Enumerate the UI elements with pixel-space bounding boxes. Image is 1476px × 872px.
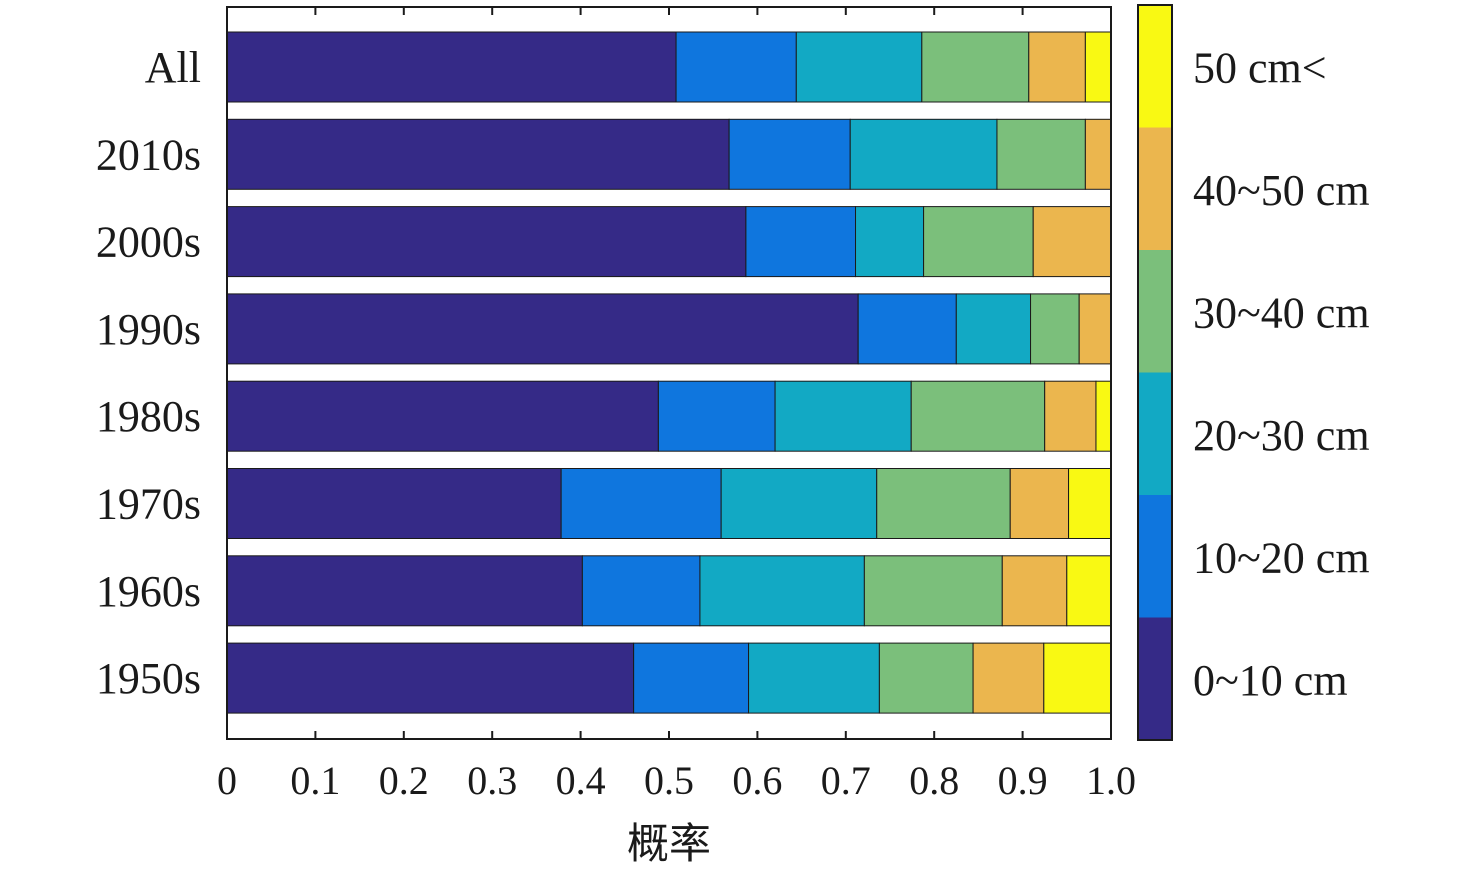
plot-background xyxy=(227,7,1111,739)
bar-segment-1990s-5 xyxy=(1078,293,1112,365)
bar-segment-1990s-2 xyxy=(857,293,957,365)
bar-segment-all-5 xyxy=(1028,31,1086,103)
bar-segment-2010s-3 xyxy=(849,118,998,190)
bar-segment-1980s-3 xyxy=(774,380,912,452)
bar-segment-1960s-3 xyxy=(699,555,865,627)
bar-segment-all-3 xyxy=(795,31,923,103)
x-tick-label: 0.2 xyxy=(379,758,429,803)
bar-segment-1970s-4 xyxy=(876,468,1011,539)
x-tick-label: 1.0 xyxy=(1086,758,1136,803)
bar-segment-1980s-2 xyxy=(657,380,776,452)
bar-segment-2000s-5 xyxy=(1032,206,1112,278)
bar-segment-1980s-5 xyxy=(1044,380,1097,452)
bar-segment-1970s-1 xyxy=(226,468,562,539)
bar-segment-1980s-4 xyxy=(910,380,1046,452)
legend-label-3: 20~30 cm xyxy=(1193,411,1370,460)
x-tick-label: 0.7 xyxy=(821,758,871,803)
category-label-all: All xyxy=(145,43,201,92)
bar-segment-1990s-1 xyxy=(226,293,859,365)
bar-segment-1970s-3 xyxy=(720,468,878,539)
category-label-1970s: 1970s xyxy=(96,480,201,529)
bar-segment-2000s-2 xyxy=(745,206,857,278)
bar-segment-1960s-4 xyxy=(863,555,1003,627)
category-label-2010s: 2010s xyxy=(96,130,201,179)
colorbar-swatch-2 xyxy=(1138,495,1172,618)
category-label-1960s: 1960s xyxy=(96,567,201,616)
bar-segment-all-6 xyxy=(1084,31,1112,103)
bars-group xyxy=(226,31,1112,714)
bar-segment-1970s-5 xyxy=(1009,468,1070,539)
colorbar-swatch-6 xyxy=(1138,5,1172,128)
bar-segment-1980s-1 xyxy=(226,380,659,452)
x-tick-label: 0.1 xyxy=(290,758,340,803)
bar-segment-all-1 xyxy=(226,31,677,103)
legend-label-4: 30~40 cm xyxy=(1193,288,1370,337)
bar-segment-all-4 xyxy=(921,31,1030,103)
bar-segment-1970s-2 xyxy=(560,468,722,539)
bar-segment-1960s-1 xyxy=(226,555,583,627)
bar-segment-2000s-3 xyxy=(855,206,925,278)
bar-segment-2000s-4 xyxy=(923,206,1034,278)
bar-segment-1960s-2 xyxy=(581,555,701,627)
x-axis-label: 概率 xyxy=(627,819,711,868)
bar-segment-1950s-2 xyxy=(633,642,750,714)
bar-segment-1950s-4 xyxy=(878,642,974,714)
colorbar-swatch-1 xyxy=(1138,617,1172,740)
x-tick-labels: 0 0.1 0.2 0.3 0.4 0.5 0.6 0.7 0.8 0.9 1.0 xyxy=(217,758,1136,803)
axes-group xyxy=(226,6,1112,740)
category-label-1990s: 1990s xyxy=(96,305,201,354)
colorbar-swatch-5 xyxy=(1138,127,1172,250)
bar-segment-1990s-3 xyxy=(955,293,1032,365)
x-tick-label: 0.3 xyxy=(467,758,517,803)
x-tick-label: 0.4 xyxy=(556,758,606,803)
bar-segment-1990s-4 xyxy=(1030,293,1080,365)
x-tick-label: 0.9 xyxy=(998,758,1048,803)
bar-segment-1950s-3 xyxy=(748,642,880,714)
bar-segment-1950s-5 xyxy=(972,642,1045,714)
category-label-1950s: 1950s xyxy=(96,654,201,703)
x-tick-label: 0.6 xyxy=(732,758,782,803)
colorbar-frame xyxy=(1137,4,1173,741)
x-tick-label: 0.5 xyxy=(644,758,694,803)
legend-label-2: 10~20 cm xyxy=(1193,533,1370,582)
bar-segment-1970s-6 xyxy=(1068,468,1112,539)
x-tick-label: 0 xyxy=(217,758,237,803)
bar-segment-1950s-6 xyxy=(1043,642,1112,714)
bar-segment-2010s-4 xyxy=(996,118,1086,190)
colorbar-legend: 50 cm< 40~50 cm 30~40 cm 20~30 cm 10~20 cm 0~… xyxy=(1137,4,1370,741)
colorbar-swatch-3 xyxy=(1138,372,1172,495)
bar-segment-2010s-1 xyxy=(226,118,730,190)
bar-segment-1980s-6 xyxy=(1095,380,1112,452)
category-label-1980s: 1980s xyxy=(96,392,201,441)
bar-segment-2010s-2 xyxy=(728,118,851,190)
x-tick-label: 0.8 xyxy=(909,758,959,803)
category-label-2000s: 2000s xyxy=(96,218,201,267)
bar-segment-1960s-6 xyxy=(1066,555,1112,627)
category-labels: All 2010s 2000s 1990s 1980s 1970s 1960s 1950s xyxy=(96,43,201,703)
bar-segment-all-2 xyxy=(675,31,797,103)
legend-label-5: 40~50 cm xyxy=(1193,166,1370,215)
bar-segment-2010s-5 xyxy=(1084,118,1112,190)
colorbar-swatch-4 xyxy=(1138,250,1172,373)
legend-label-1: 0~10 cm xyxy=(1193,656,1348,705)
bar-segment-2000s-1 xyxy=(226,206,747,278)
bar-segment-1960s-5 xyxy=(1001,555,1068,627)
plot-area xyxy=(227,7,1111,739)
legend-label-6: 50 cm< xyxy=(1193,43,1327,92)
bar-segment-1950s-1 xyxy=(226,642,635,714)
